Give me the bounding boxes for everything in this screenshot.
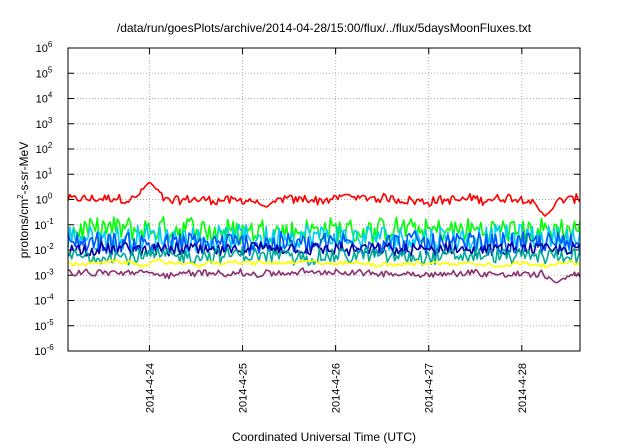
y-tick-exp: -4 bbox=[47, 293, 55, 302]
y-tick-label: 10-2 bbox=[34, 242, 54, 257]
y-axis-label: protons/cm2-s-sr-MeV bbox=[16, 142, 31, 258]
y-tick-base: 10 bbox=[36, 169, 48, 181]
chart-title: /data/run/goesPlots/archive/2014-04-28/1… bbox=[117, 21, 532, 35]
x-tick-label: 2014-4-26 bbox=[331, 363, 343, 413]
y-tick-base: 10 bbox=[36, 43, 48, 55]
series-line bbox=[67, 181, 581, 217]
y-axis-label-exp: 2 bbox=[16, 194, 25, 199]
y-tick-base: 10 bbox=[36, 195, 48, 207]
y-tick-label: 105 bbox=[36, 65, 53, 80]
y-tick-label: 106 bbox=[36, 40, 53, 55]
y-tick-base: 10 bbox=[34, 321, 46, 333]
y-tick-exp: 3 bbox=[48, 116, 53, 125]
y-tick-base: 10 bbox=[36, 119, 48, 131]
y-tick-label: 102 bbox=[36, 141, 53, 156]
y-axis-label-rest: -s-sr-MeV bbox=[17, 142, 31, 195]
series-line bbox=[67, 267, 581, 284]
x-tick-label: 2014-4-24 bbox=[144, 363, 156, 413]
y-tick-label: 10-3 bbox=[34, 267, 54, 282]
x-tick-label: 2014-4-25 bbox=[238, 363, 250, 413]
series-line bbox=[67, 245, 581, 267]
y-tick-exp: 5 bbox=[48, 65, 53, 74]
y-tick-label: 10-5 bbox=[34, 318, 54, 333]
y-tick-base: 10 bbox=[34, 220, 46, 232]
y-tick-exp: -6 bbox=[47, 343, 55, 352]
y-tick-base: 10 bbox=[36, 94, 48, 106]
x-axis-ticks: 2014-4-24 2014-4-25 2014-4-26 2014-4-27 2014… bbox=[144, 48, 529, 413]
y-tick-exp: -2 bbox=[47, 242, 55, 251]
y-tick-exp: 1 bbox=[48, 166, 53, 175]
y-tick-label: 104 bbox=[36, 91, 53, 106]
series-line bbox=[68, 258, 581, 269]
y-tick-exp: 4 bbox=[48, 91, 53, 100]
y-tick-label: 100 bbox=[36, 192, 53, 207]
series-lines bbox=[67, 181, 581, 284]
y-tick-label: 10-6 bbox=[34, 343, 54, 358]
plot-frame bbox=[67, 47, 581, 352]
series-line bbox=[67, 241, 581, 258]
y-tick-label: 101 bbox=[36, 166, 53, 181]
y-tick-exp: 2 bbox=[48, 141, 53, 150]
y-tick-exp: 0 bbox=[48, 192, 53, 201]
series-line bbox=[67, 216, 581, 246]
y-tick-label: 10-4 bbox=[34, 293, 54, 308]
y-tick-exp: -1 bbox=[47, 217, 55, 226]
y-tick-base: 10 bbox=[34, 296, 46, 308]
x-tick-label: 2014-4-28 bbox=[517, 363, 529, 413]
y-axis-label-base: protons/cm bbox=[17, 199, 31, 258]
y-tick-exp: 6 bbox=[48, 40, 53, 49]
y-tick-exp: -3 bbox=[47, 267, 55, 276]
y-tick-base: 10 bbox=[36, 144, 48, 156]
x-tick-label: 2014-4-27 bbox=[424, 363, 436, 413]
x-axis-label: Coordinated Universal Time (UTC) bbox=[232, 430, 416, 444]
y-tick-base: 10 bbox=[34, 270, 46, 282]
y-tick-base: 10 bbox=[34, 245, 46, 257]
y-tick-exp: -5 bbox=[47, 318, 55, 327]
y-tick-base: 10 bbox=[36, 68, 48, 80]
y-tick-base: 10 bbox=[34, 346, 46, 358]
y-tick-label: 10-1 bbox=[34, 217, 54, 232]
y-tick-label: 103 bbox=[36, 116, 53, 131]
